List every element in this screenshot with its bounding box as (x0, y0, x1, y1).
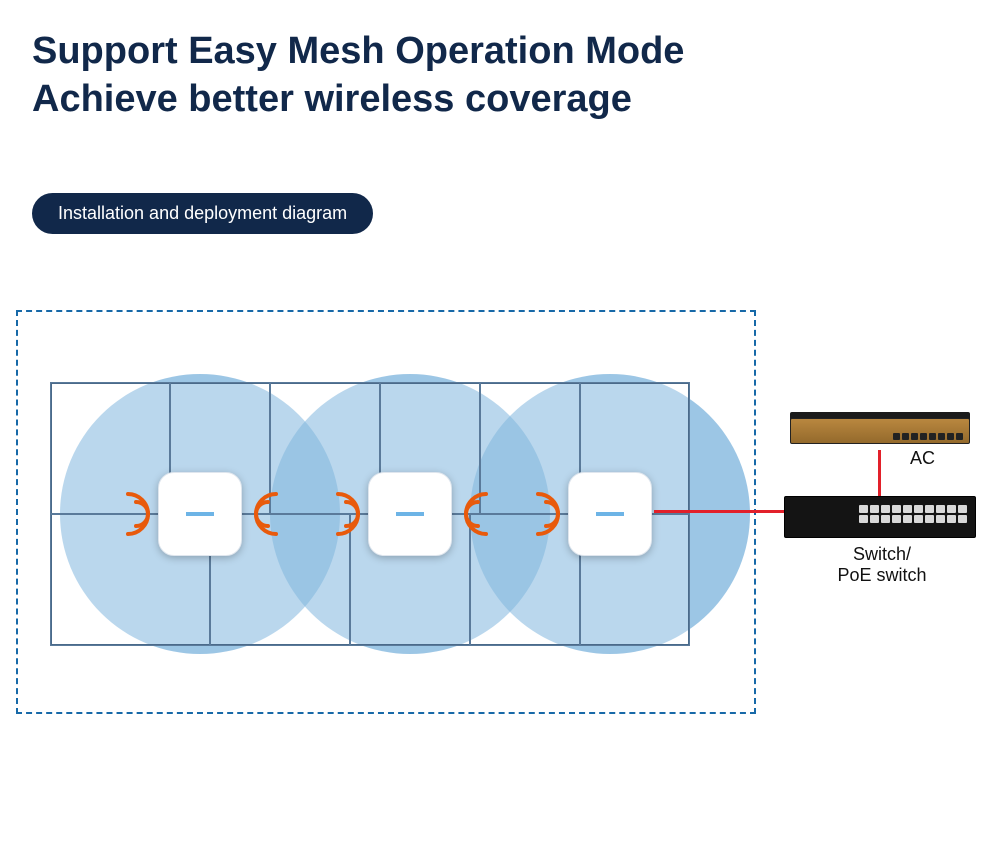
wifi-icon (324, 492, 368, 536)
wifi-icon (524, 492, 568, 536)
ethernet-cable-vertical (878, 450, 881, 496)
access-point-1 (158, 472, 242, 556)
access-point-2 (368, 472, 452, 556)
ac-ports (893, 433, 963, 440)
page-title: Support Easy Mesh Operation Mode Achieve… (0, 0, 993, 123)
switch-label: Switch/ PoE switch (822, 544, 942, 586)
wifi-icon (456, 492, 500, 536)
ac-device-body (790, 418, 970, 444)
title-line-1: Support Easy Mesh Operation Mode (32, 28, 993, 76)
ethernet-cable (654, 510, 784, 513)
ac-label: AC (910, 448, 935, 469)
title-line-2: Achieve better wireless coverage (32, 76, 993, 124)
wifi-icon (114, 492, 158, 536)
access-point-3 (568, 472, 652, 556)
switch-ports (859, 505, 967, 523)
diagram-frame (16, 310, 756, 714)
switch-body (784, 496, 976, 538)
section-pill: Installation and deployment diagram (32, 193, 373, 234)
floorplan (50, 382, 690, 646)
wifi-icon (246, 492, 290, 536)
